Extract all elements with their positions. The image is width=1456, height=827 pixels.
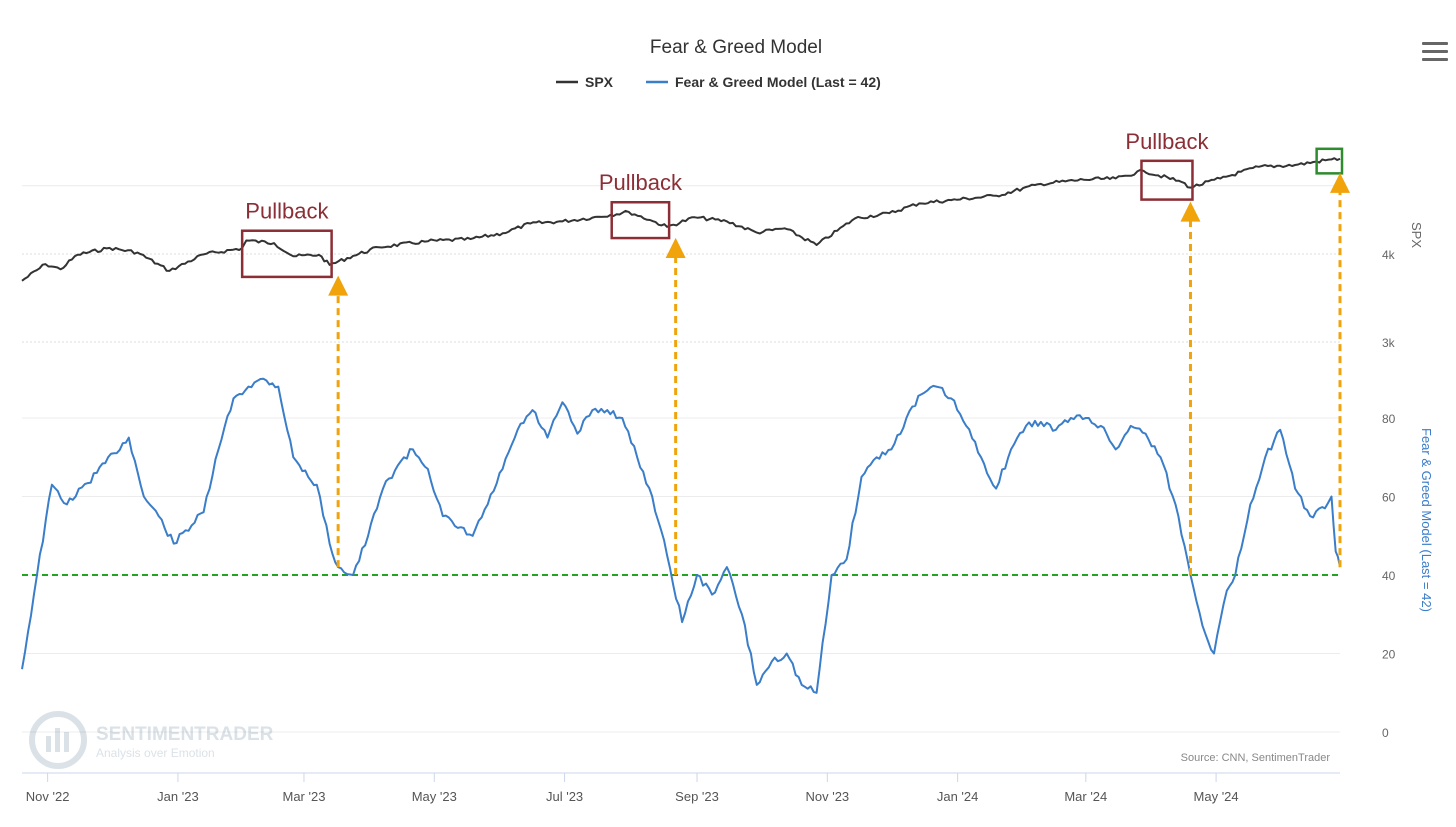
arrows xyxy=(328,172,1350,575)
x-tick-label: Sep '23 xyxy=(675,789,719,804)
y-tick-label: 0 xyxy=(1382,726,1389,740)
pullback-label: Pullback xyxy=(245,199,329,224)
chart-legend: SPX Fear & Greed Model (Last = 42) xyxy=(556,74,881,90)
y-tick-label: 4k xyxy=(1382,248,1396,262)
y-tick-label: 20 xyxy=(1382,648,1396,662)
fear-greed-line xyxy=(21,377,1341,694)
x-tick-label: Nov '22 xyxy=(26,789,70,804)
pullback-box xyxy=(240,229,333,279)
y-axis-ticks: 3k 4k 0 20 40 60 80 xyxy=(1382,248,1396,740)
pullback-box xyxy=(1140,159,1194,201)
legend-label: Fear & Greed Model (Last = 42) xyxy=(675,74,881,90)
y-tick-label: 3k xyxy=(1382,336,1396,350)
x-tick-label: Mar '24 xyxy=(1064,789,1107,804)
hamburger-menu-icon[interactable] xyxy=(1422,42,1448,64)
x-tick-label: Jul '23 xyxy=(546,789,583,804)
x-tick-label: Nov '23 xyxy=(805,789,849,804)
grid-lines xyxy=(22,185,1340,733)
arrow-head-icon xyxy=(665,237,686,258)
x-tick-label: May '24 xyxy=(1194,789,1239,804)
pullback-box xyxy=(610,200,671,240)
arrow-head-icon xyxy=(1330,172,1350,193)
watermark-name: SENTIMENTRADER xyxy=(96,724,274,745)
watermark-logo-icon xyxy=(29,711,87,769)
latest-box xyxy=(1315,147,1344,175)
fear-greed-axis-title: Fear & Greed Model (Last = 42) xyxy=(1419,428,1434,612)
annotations: Pullback Pullback Pullback xyxy=(240,129,1344,279)
x-tick-label: May '23 xyxy=(412,789,457,804)
y-tick-label: 40 xyxy=(1382,569,1396,583)
chart-title: Fear & Greed Model xyxy=(650,37,822,58)
pullback-label: Pullback xyxy=(599,170,683,195)
y-tick-label: 80 xyxy=(1382,412,1396,426)
x-tick-label: Jan '23 xyxy=(157,789,199,804)
x-tick-label: Jan '24 xyxy=(937,789,979,804)
chart-source: Source: CNN, SentimenTrader xyxy=(1181,752,1331,764)
legend-label: SPX xyxy=(585,74,614,90)
series-lines xyxy=(21,157,1341,694)
sentimentrader-watermark: SENTIMENTRADER Analysis over Emotion xyxy=(29,711,274,769)
y-tick-label: 60 xyxy=(1382,491,1396,505)
arrow-head-icon xyxy=(1180,201,1201,222)
pullback-label: Pullback xyxy=(1125,129,1209,154)
x-axis-ticks: Nov '22 Jan '23 Mar '23 May '23 Jul '23 Sep '… xyxy=(26,773,1239,804)
watermark-tagline: Analysis over Emotion xyxy=(96,746,215,760)
x-tick-label: Mar '23 xyxy=(282,789,325,804)
spx-axis-title: SPX xyxy=(1409,222,1424,248)
arrow-head-icon xyxy=(328,275,349,296)
